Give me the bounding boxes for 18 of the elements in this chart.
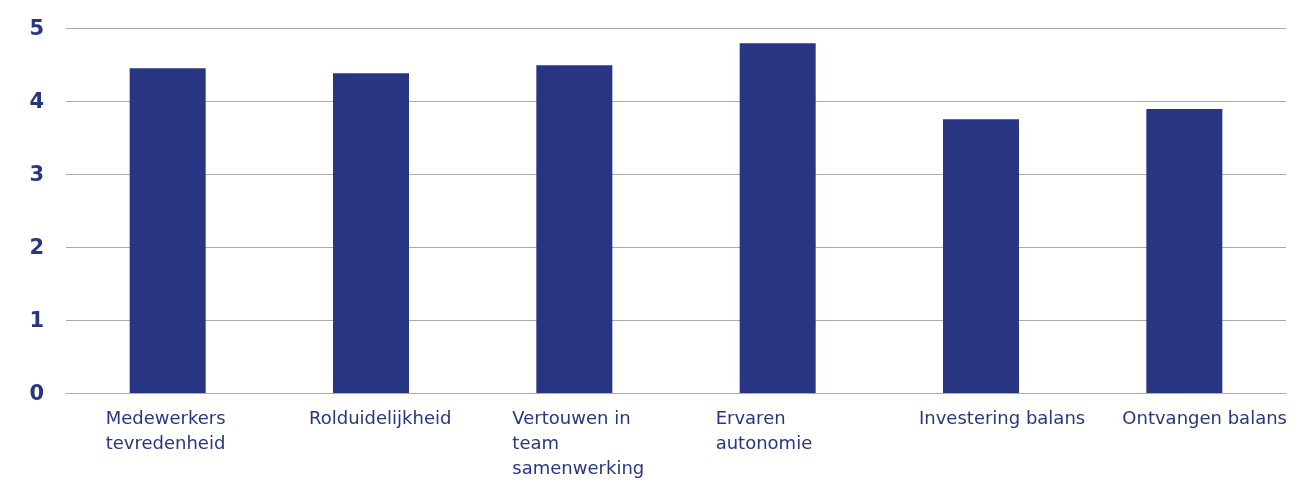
y-tick-label: 0 (29, 381, 44, 405)
x-tick-label: Investering balans (919, 407, 1086, 428)
y-tick-label: 5 (29, 16, 44, 40)
x-tick-label: Ervaren autonomie (715, 407, 813, 453)
x-tick-label: Vertouwen in team samenwerking (512, 407, 645, 478)
y-tick-label: 4 (29, 89, 44, 113)
x-tick-label: Medewerkers tevredenheid (105, 407, 232, 453)
bar (129, 68, 206, 393)
x-tick-label: Ontvangen balans (1122, 407, 1287, 428)
bar (943, 119, 1019, 393)
bar (739, 43, 816, 393)
y-tick-label: 2 (29, 235, 44, 259)
y-tick-label: 1 (29, 308, 44, 332)
x-tick-label: Rolduidelijkheid (309, 407, 452, 428)
bar (536, 65, 613, 393)
y-tick-label: 3 (29, 162, 44, 186)
bar (333, 73, 409, 393)
bar (1146, 109, 1223, 393)
